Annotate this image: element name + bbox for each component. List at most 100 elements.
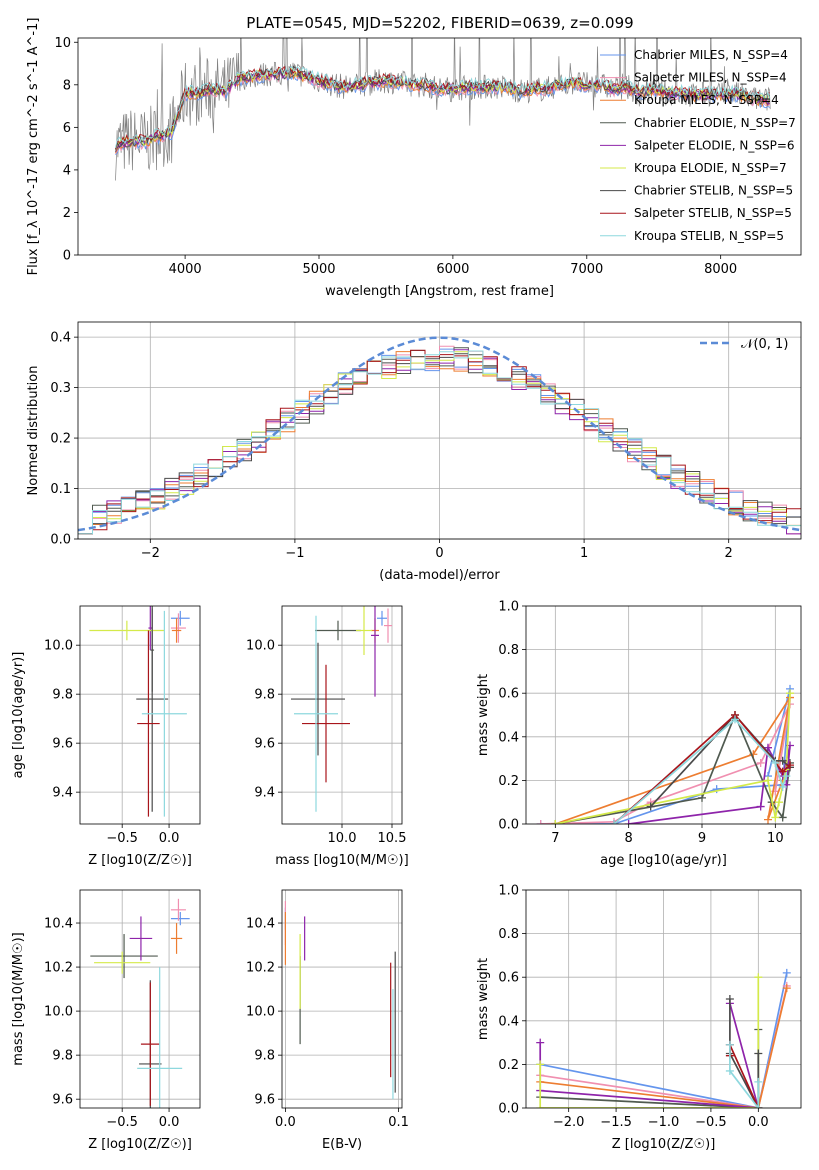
- y-tick-label: 10.0: [246, 639, 275, 654]
- residual-histogram: [78, 347, 801, 535]
- y-tick-label: 9.6: [254, 737, 275, 752]
- x-axis-label: mass [log10(M/M☉)]: [275, 853, 408, 868]
- x-tick-label: −0.5: [106, 831, 138, 846]
- y-tick-label: 0: [63, 249, 71, 264]
- y-tick-label: 0.0: [498, 818, 519, 833]
- weight-series: [540, 987, 788, 1108]
- y-tick-label: 0.0: [498, 1102, 519, 1117]
- axes-frame: [79, 605, 201, 825]
- weight-series: [628, 744, 791, 824]
- axes-frame: [525, 605, 802, 825]
- y-tick-label: 8: [63, 78, 71, 93]
- residual-panel: −2 −1 0 1 2 0.0 0.1 0.2 0.3 0.4 (data-model)/error…: [26, 321, 802, 583]
- y-tick-label: 0.2: [50, 432, 71, 447]
- residual-histogram: [78, 349, 801, 535]
- y-tick-label: 9.4: [52, 786, 73, 801]
- weight-series: [540, 1029, 760, 1108]
- x-tick-label: −0.5: [695, 1115, 727, 1130]
- model-spectrum: [115, 65, 770, 149]
- weight-lines: [536, 968, 791, 1108]
- weight-point: [782, 968, 791, 977]
- x-tick-label: 8000: [704, 262, 737, 277]
- weight-vs-age-panel: 7 8 9 10 0.0 0.2 0.4 0.6 0.8 1.0 age [log10(age/yr…: [476, 600, 802, 868]
- weight-point: [551, 820, 560, 824]
- model-spectrum: [115, 66, 771, 149]
- x-tick-label: 5000: [302, 262, 335, 277]
- weight-series: [555, 693, 791, 824]
- x-tick-label: 10: [767, 831, 784, 846]
- x-axis-label: E(B-V): [322, 1137, 362, 1152]
- residual-histogram: [78, 351, 801, 535]
- x-tick-label: −1.0: [648, 1115, 680, 1130]
- y-tick-label: 0.8: [498, 643, 519, 658]
- y-tick-label: 9.8: [254, 688, 275, 703]
- weight-point: [725, 995, 734, 1003]
- weight-point: [771, 758, 780, 767]
- x-tick-label: 9: [698, 831, 706, 846]
- weight-point: [754, 1049, 763, 1058]
- x-axis-label: wavelength [Angstrom, rest frame]: [325, 284, 554, 299]
- weight-point: [731, 715, 739, 724]
- x-tick-label: −1: [285, 546, 304, 561]
- weight-point: [725, 1066, 734, 1075]
- weight-point: [756, 802, 765, 811]
- normal-curve: [78, 336, 801, 532]
- x-tick-label: 8: [625, 831, 633, 846]
- axes-frame: [525, 889, 802, 1109]
- y-tick-label: 9.6: [52, 737, 73, 752]
- age-vs-mass-panel: 10.0 10.5 9.4 9.6 9.8 10.0 mass [log10(M/M☉)]: [246, 605, 409, 868]
- histograms: [78, 336, 801, 535]
- y-tick-label: 2: [63, 206, 71, 221]
- weight-point: [782, 984, 791, 993]
- weight-point: [610, 820, 618, 824]
- legend-label: Salpeter STELIB, N_SSP=5: [634, 206, 792, 220]
- weight-point: [778, 813, 787, 822]
- weight-point: [775, 798, 783, 807]
- weight-lines: [536, 684, 794, 824]
- weight-point: [756, 758, 765, 767]
- weight-series: [613, 713, 791, 824]
- legend-label: Kroupa STELIB, N_SSP=5: [634, 229, 784, 243]
- y-tick-label: 0.8: [498, 927, 519, 942]
- weight-point: [764, 815, 772, 824]
- residual-histogram: [78, 351, 801, 535]
- y-tick-label: 0.6: [498, 687, 519, 702]
- y-tick-label: 10.2: [246, 961, 275, 976]
- weight-point: [754, 1077, 763, 1086]
- y-tick-label: 9.8: [52, 688, 73, 703]
- spectrum-panel: 4000 5000 6000 7000 8000 0 2 4 6 8 10 wavelength [A…: [26, 18, 802, 299]
- weight-point: [764, 743, 772, 752]
- residual-histogram: [78, 349, 801, 535]
- age-vs-z-panel: −0.5 0.0 9.4 9.6 9.8 10.0 Z [log10(Z/Z☉)] age […: [11, 605, 201, 868]
- x-tick-label: 0.0: [748, 1115, 769, 1130]
- legend-label: Kroupa MILES, N_SSP=4: [634, 93, 779, 107]
- x-axis-label: Z [log10(Z/Z☉)]: [88, 1137, 192, 1152]
- y-tick-label: 9.8: [254, 1049, 275, 1064]
- weight-point: [778, 767, 787, 776]
- y-tick-label: 1.0: [498, 884, 519, 899]
- y-tick-label: 0.3: [50, 381, 71, 396]
- x-tick-label: 0.1: [388, 1115, 409, 1130]
- y-tick-label: 0.1: [50, 482, 71, 497]
- weight-vs-z-panel: −2.0 −1.5 −1.0 −0.5 0.0 0.0 0.2 0.4 0.6 0.8 1.0 Z […: [476, 884, 802, 1152]
- y-tick-label: 0.4: [498, 730, 519, 745]
- y-tick-label: 9.6: [52, 1093, 73, 1108]
- weight-point: [754, 973, 763, 982]
- weight-point: [536, 1104, 545, 1108]
- weight-point: [778, 756, 787, 765]
- y-axis-label: mass weight: [476, 674, 491, 756]
- y-tick-label: 10.0: [246, 1005, 275, 1020]
- y-tick-label: 10.2: [44, 961, 73, 976]
- y-axis-label: mass [log10(M/M☉)]: [11, 932, 26, 1065]
- y-axis-label: Normed distribution: [26, 366, 41, 496]
- weight-point: [786, 689, 794, 698]
- y-tick-label: 10.0: [44, 1005, 73, 1020]
- weight-point: [624, 820, 633, 824]
- y-axis-label: age [log10(age/yr)]: [11, 652, 26, 779]
- axes-frame: [77, 37, 802, 256]
- y-tick-label: 0.2: [498, 774, 519, 789]
- x-tick-label: 0.0: [275, 1115, 296, 1130]
- weight-point: [771, 813, 780, 822]
- axes-frame: [79, 889, 201, 1109]
